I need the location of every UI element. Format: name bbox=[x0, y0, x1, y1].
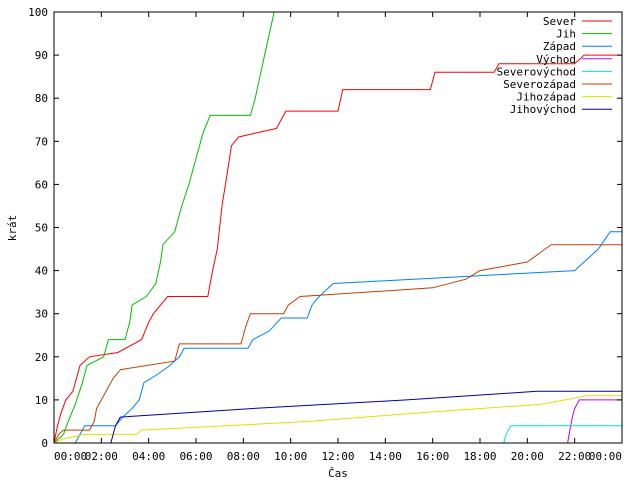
x-tick-label: 06:00 bbox=[179, 450, 212, 463]
x-tick-label: 02:00 bbox=[85, 450, 118, 463]
y-tick-label: 0 bbox=[41, 437, 48, 450]
y-tick-label: 20 bbox=[35, 351, 48, 364]
y-tick-label: 60 bbox=[35, 178, 48, 191]
legend-label: Jihozápad bbox=[516, 91, 576, 104]
series-line-5 bbox=[503, 425, 622, 444]
y-tick-label: 80 bbox=[35, 92, 48, 105]
legend-label: Západ bbox=[543, 40, 576, 53]
x-tick-label: 14:00 bbox=[369, 450, 402, 463]
x-tick-label: 20:00 bbox=[511, 450, 544, 463]
series-line-4 bbox=[567, 399, 622, 444]
legend-label: Sever bbox=[543, 15, 576, 28]
x-tick-label: 10:00 bbox=[274, 450, 307, 463]
x-tick-label: 08:00 bbox=[227, 450, 260, 463]
y-tick-label: 30 bbox=[35, 308, 48, 321]
series-line-7 bbox=[53, 395, 622, 444]
legend-label: Severovýchod bbox=[497, 65, 576, 78]
legend-label: Severozápad bbox=[503, 78, 576, 91]
y-tick-label: 100 bbox=[28, 6, 48, 19]
y-tick-label: 50 bbox=[35, 222, 48, 235]
x-tick-label: 00:00 bbox=[589, 450, 622, 463]
x-tick-label: 00:00 bbox=[54, 450, 87, 463]
legend-label: Jihovýchod bbox=[510, 103, 576, 116]
series-line-6 bbox=[53, 244, 622, 444]
x-tick-label: 18:00 bbox=[463, 450, 496, 463]
legend-label: Východ bbox=[536, 53, 576, 66]
x-tick-label: 16:00 bbox=[416, 450, 449, 463]
series-line-1 bbox=[53, 54, 622, 444]
series-line-8 bbox=[110, 390, 622, 444]
y-tick-label: 90 bbox=[35, 49, 48, 62]
x-axis-label: Čas bbox=[328, 467, 348, 480]
x-tick-label: 04:00 bbox=[132, 450, 165, 463]
series-line-2 bbox=[53, 11, 275, 444]
series-line-3 bbox=[74, 231, 622, 444]
series-group bbox=[53, 11, 622, 444]
x-tick-label: 22:00 bbox=[558, 450, 591, 463]
y-tick-label: 70 bbox=[35, 135, 48, 148]
legend: SeverJihZápadVýchodSeverovýchodSeverozáp… bbox=[497, 15, 612, 116]
y-tick-label: 10 bbox=[35, 394, 48, 407]
y-axis-label: krát bbox=[6, 215, 19, 242]
x-tick-label: 12:00 bbox=[321, 450, 354, 463]
legend-label: Jih bbox=[556, 28, 576, 41]
y-tick-label: 40 bbox=[35, 265, 48, 278]
